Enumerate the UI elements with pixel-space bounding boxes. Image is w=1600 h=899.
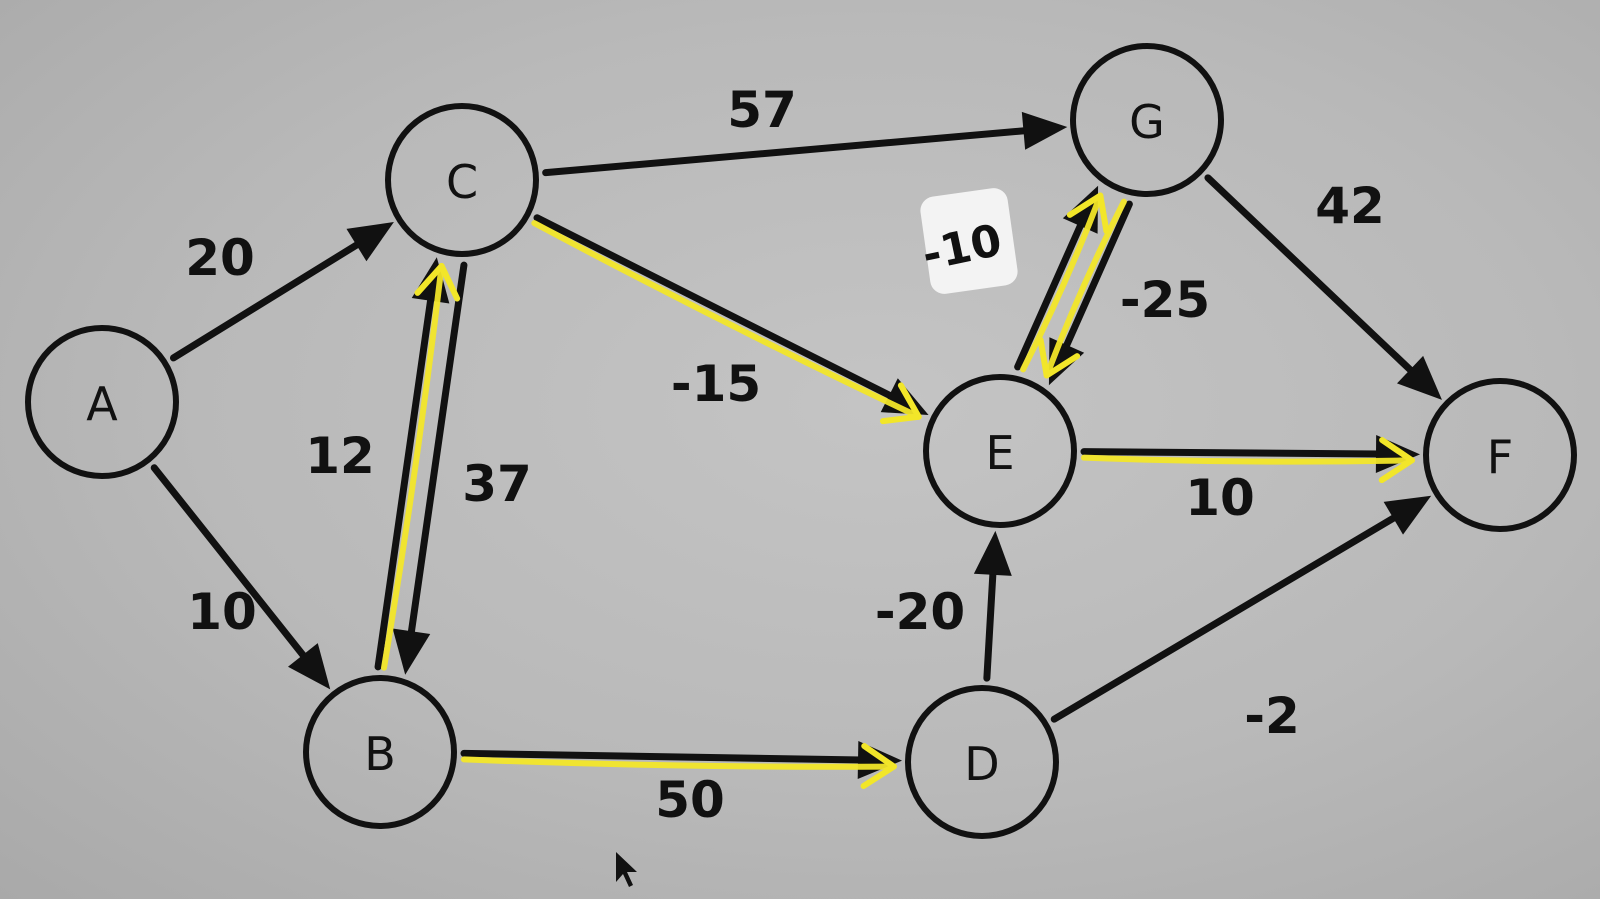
node-e: E	[926, 377, 1074, 525]
weight-label-b-to-d: 50	[655, 771, 725, 829]
arrowhead-c-to-g	[1022, 112, 1067, 150]
node-label: G	[1129, 95, 1165, 149]
highlight-e-to-f	[1084, 458, 1412, 462]
node-label: A	[86, 377, 118, 431]
edge-d-to-e	[987, 571, 993, 678]
weight-label-g-to-f: 42	[1315, 177, 1385, 235]
arrowhead-c-to-b	[393, 629, 431, 675]
arrowhead-a-to-c	[346, 222, 393, 261]
weight-label-c-to-e: -15	[671, 355, 761, 413]
node-label: B	[364, 727, 396, 781]
node-c: C	[388, 106, 536, 254]
node-label: C	[446, 155, 478, 209]
weight-label-g-to-e: -25	[1120, 271, 1210, 329]
edge-d-to-f	[1054, 516, 1397, 719]
node-b: B	[306, 678, 454, 826]
weight-label-c-to-g: 57	[727, 81, 797, 139]
arrowhead-a-to-b	[288, 643, 330, 689]
weight-label-c-to-b: 37	[462, 455, 532, 513]
weight-label-d-to-f: -2	[1244, 687, 1300, 745]
node-label: D	[964, 737, 999, 791]
nodes-layer: A B C D E F G	[28, 46, 1574, 836]
node-d: D	[908, 688, 1056, 836]
node-label: E	[985, 426, 1014, 480]
weight-label-a-to-b: 10	[187, 583, 257, 641]
weight-label-e-to-f: 10	[1185, 469, 1255, 527]
weight-label-b-to-c: 12	[305, 427, 375, 485]
handwritten-annotation: -10	[918, 186, 1020, 295]
node-a: A	[28, 328, 176, 476]
weight-label-d-to-e: -20	[875, 583, 965, 641]
node-f: F	[1426, 381, 1574, 529]
edge-b-to-c	[378, 297, 431, 667]
arrowhead-d-to-e	[974, 531, 1012, 576]
mouse-cursor-icon	[616, 852, 637, 887]
weight-label-a-to-c: 20	[185, 229, 255, 287]
node-label: F	[1487, 430, 1513, 484]
arrowhead-d-to-f	[1384, 496, 1432, 535]
node-g: G	[1073, 46, 1221, 194]
edge-e-to-f	[1084, 452, 1380, 454]
